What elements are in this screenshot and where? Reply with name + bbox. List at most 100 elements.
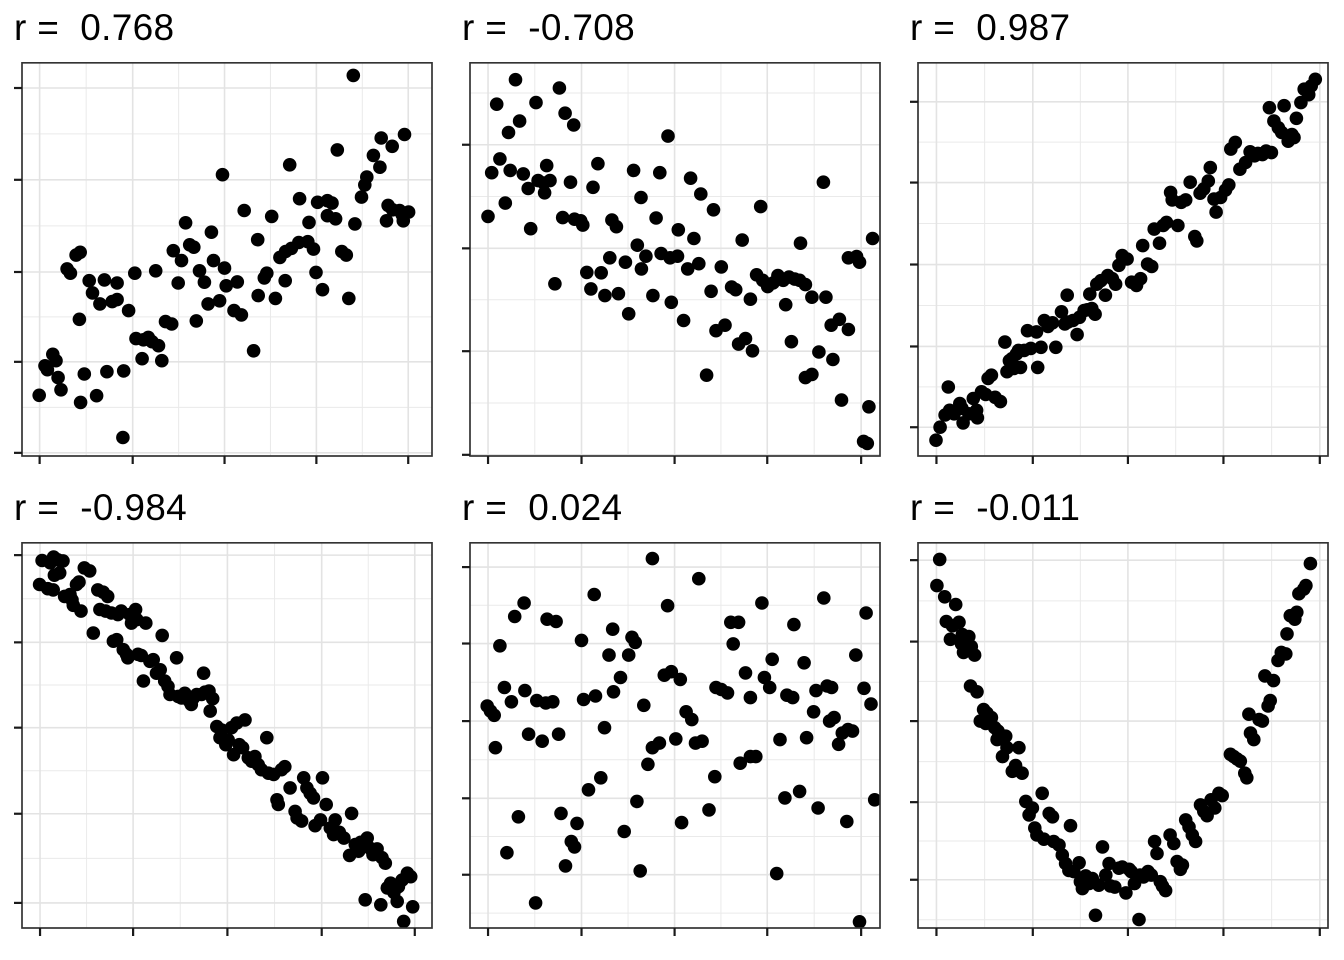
data-point [792,784,807,799]
data-point [1262,100,1277,115]
data-point [817,591,831,605]
panel-cell-6: r = -0.011 [896,480,1344,960]
data-point [374,131,389,145]
data-point [634,190,648,205]
data-point [586,180,600,195]
data-point [581,783,596,797]
data-point [587,587,601,602]
data-point [271,797,286,812]
data-point [212,294,227,308]
data-point [155,628,169,643]
data-point [511,810,526,824]
scatterplot-2 [462,62,881,464]
data-point [116,430,130,445]
scatterplot-5 [462,542,881,936]
data-point [793,236,808,250]
data-point [743,690,758,705]
data-point [1240,771,1254,785]
data-point [611,286,626,301]
data-point [342,291,356,306]
panel-title-4: r = -0.984 [14,487,187,528]
data-point [146,652,160,667]
scatterplot-4 [14,542,433,936]
data-point [1024,341,1038,356]
data-point [1159,215,1174,230]
data-point [85,286,100,300]
data-point [574,633,589,648]
data-point [653,165,667,180]
data-point [708,769,722,784]
data-point [63,266,78,280]
data-point [819,290,833,304]
data-point [692,256,706,271]
data-point [645,551,660,566]
data-point [348,217,362,231]
data-point [325,196,339,210]
panel-border [21,62,433,457]
panel-cell-2: r = -0.708 [448,0,896,480]
data-point [1020,323,1035,338]
panel-cell-1: r = 0.768 [0,0,448,480]
data-point [493,152,507,166]
data-point [1045,316,1060,330]
data-point [171,276,185,290]
data-point [867,793,880,807]
data-point [784,334,799,349]
data-point [943,632,958,647]
data-point [203,704,217,718]
data-point [516,167,531,181]
data-point [521,727,536,741]
data-point [664,295,679,310]
data-point [82,273,96,288]
data-point [1171,218,1185,233]
data-point [109,632,124,647]
data-point [489,97,504,111]
data-point [603,251,617,265]
panel-cell-4: r = -0.984 [0,480,448,960]
data-point [606,685,621,699]
data-point [683,171,698,185]
data-point [339,248,354,262]
data-point [1228,135,1243,150]
data-point [680,262,695,276]
data-point [1222,178,1236,192]
data-point [773,732,787,747]
data-point [674,815,689,830]
data-point [862,400,876,414]
data-point [313,813,328,827]
data-point [1030,360,1045,375]
data-point [205,691,220,706]
data-point [745,344,760,358]
panel-title-1: r = 0.768 [14,7,175,48]
data-point [535,734,549,748]
data-point [859,606,873,620]
data-point [1264,145,1279,160]
data-point-group [32,68,416,445]
data-point [1247,732,1261,747]
data-point [1303,556,1318,571]
data-point [558,859,573,873]
data-point [528,896,543,910]
data-point [97,273,112,287]
data-point [670,249,685,263]
data-point [1289,111,1304,126]
data-point [396,914,411,928]
data-point [941,380,956,394]
data-point [1035,786,1049,801]
data-point [1152,236,1167,250]
data-point [1034,340,1048,355]
data-point [676,313,691,328]
panel-border [917,62,1329,457]
data-point [187,240,201,254]
data-point [554,806,568,821]
data-point [695,734,709,748]
data-point [738,666,753,680]
data-point [824,680,839,695]
data-point [328,212,343,226]
data-point [1242,707,1256,721]
data-point [309,265,323,280]
data-point [1108,880,1122,894]
data-point [1088,908,1103,923]
data-point [315,282,330,297]
data-point [840,814,854,829]
